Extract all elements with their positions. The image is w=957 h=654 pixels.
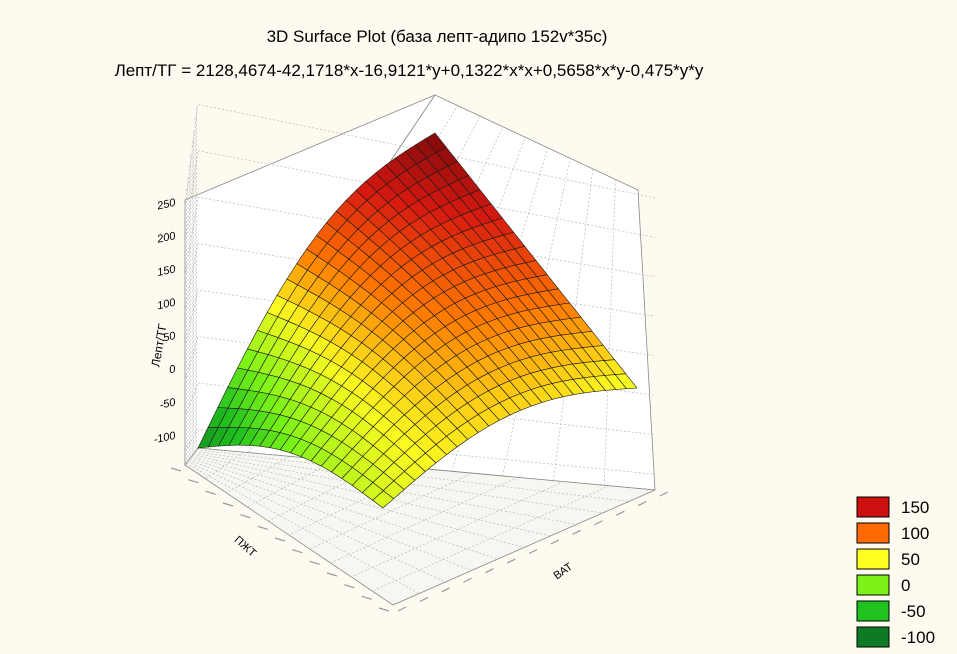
x-tick-mark — [419, 596, 429, 602]
y-tick-mark — [326, 572, 338, 577]
x-tick-mark — [485, 568, 494, 574]
legend-swatch — [856, 600, 890, 622]
y-tick-mark — [361, 595, 372, 600]
y-tick-mark — [344, 584, 355, 589]
y-tick-mark — [170, 467, 182, 472]
legend-label: 150 — [901, 498, 929, 517]
x-tick-mark — [659, 491, 669, 497]
chart-title: 3D Surface Plot (база лепт-адипо 152v*35… — [267, 27, 608, 46]
legend-swatch — [856, 574, 890, 596]
floor-gridline — [192, 454, 551, 537]
x-tick-mark — [616, 510, 625, 516]
z-tick-label: -100 — [153, 430, 178, 446]
z-gridline — [184, 429, 656, 475]
floor-gridline — [351, 481, 564, 578]
x-tick-mark — [572, 529, 581, 535]
z-gridline — [184, 150, 656, 242]
legend-label: 100 — [901, 524, 929, 543]
x-axis-label: ВАТ — [552, 561, 576, 583]
surface-mesh — [197, 132, 638, 509]
x-tick-mark — [594, 520, 603, 526]
z-tick-label: 50 — [162, 330, 177, 344]
z-tick-label: 150 — [156, 263, 177, 279]
floor-gridline — [372, 485, 610, 592]
y-tick-mark — [257, 525, 268, 530]
legend: 150 100 50 0 -50 -100 — [856, 496, 935, 648]
z-tick-label: 200 — [155, 230, 177, 246]
z-axis-label: Лепт/ТГ — [148, 322, 169, 368]
x-tick-mark — [550, 539, 560, 545]
axis-ticks: -100 -50 0 50 100 150 200 250 — [153, 197, 669, 612]
y-tick-mark — [205, 490, 216, 495]
y-tick-mark — [292, 549, 303, 554]
x-tick-mark — [441, 587, 450, 593]
floor-gridline — [191, 456, 525, 548]
floor-gridline — [188, 459, 472, 571]
legend-label: 50 — [901, 550, 920, 569]
z-tick-label: 0 — [168, 363, 177, 376]
legend-swatch — [856, 522, 890, 544]
y-tick-mark — [222, 502, 234, 507]
legend-label: -100 — [901, 628, 935, 647]
legend-swatch — [856, 626, 890, 648]
y-tick-mark — [240, 514, 251, 519]
y-tick-mark — [188, 479, 199, 484]
floor-gridline — [194, 452, 577, 525]
legend-swatch — [856, 496, 890, 518]
y-axis-label: ПЖТ — [232, 534, 259, 560]
x-tick-mark — [397, 606, 407, 612]
legend-label: -50 — [901, 602, 926, 621]
x-tick-mark — [637, 501, 647, 507]
floor-gridline — [190, 457, 498, 560]
floor-gridline — [247, 460, 336, 508]
z-tick-label: -50 — [159, 396, 178, 411]
chart-subtitle: Лепт/ТГ = 2128,4674-42,1718*x-16,9121*y+… — [115, 61, 704, 80]
x-tick-mark — [528, 548, 538, 555]
z-tick-label: 100 — [156, 297, 177, 313]
y-tick-mark — [274, 537, 286, 542]
wall-gridline — [603, 179, 616, 486]
y-tick-mark — [309, 560, 320, 565]
surface-cell — [372, 490, 395, 509]
legend-label: 0 — [901, 576, 910, 595]
legend-swatch — [856, 548, 890, 570]
x-tick-mark — [506, 558, 516, 564]
y-tick-mark — [378, 607, 390, 612]
floor-gridline — [309, 472, 473, 550]
x-tick-mark — [463, 577, 472, 583]
z-tick-label: 250 — [155, 197, 177, 213]
floor-gridline — [187, 461, 446, 583]
